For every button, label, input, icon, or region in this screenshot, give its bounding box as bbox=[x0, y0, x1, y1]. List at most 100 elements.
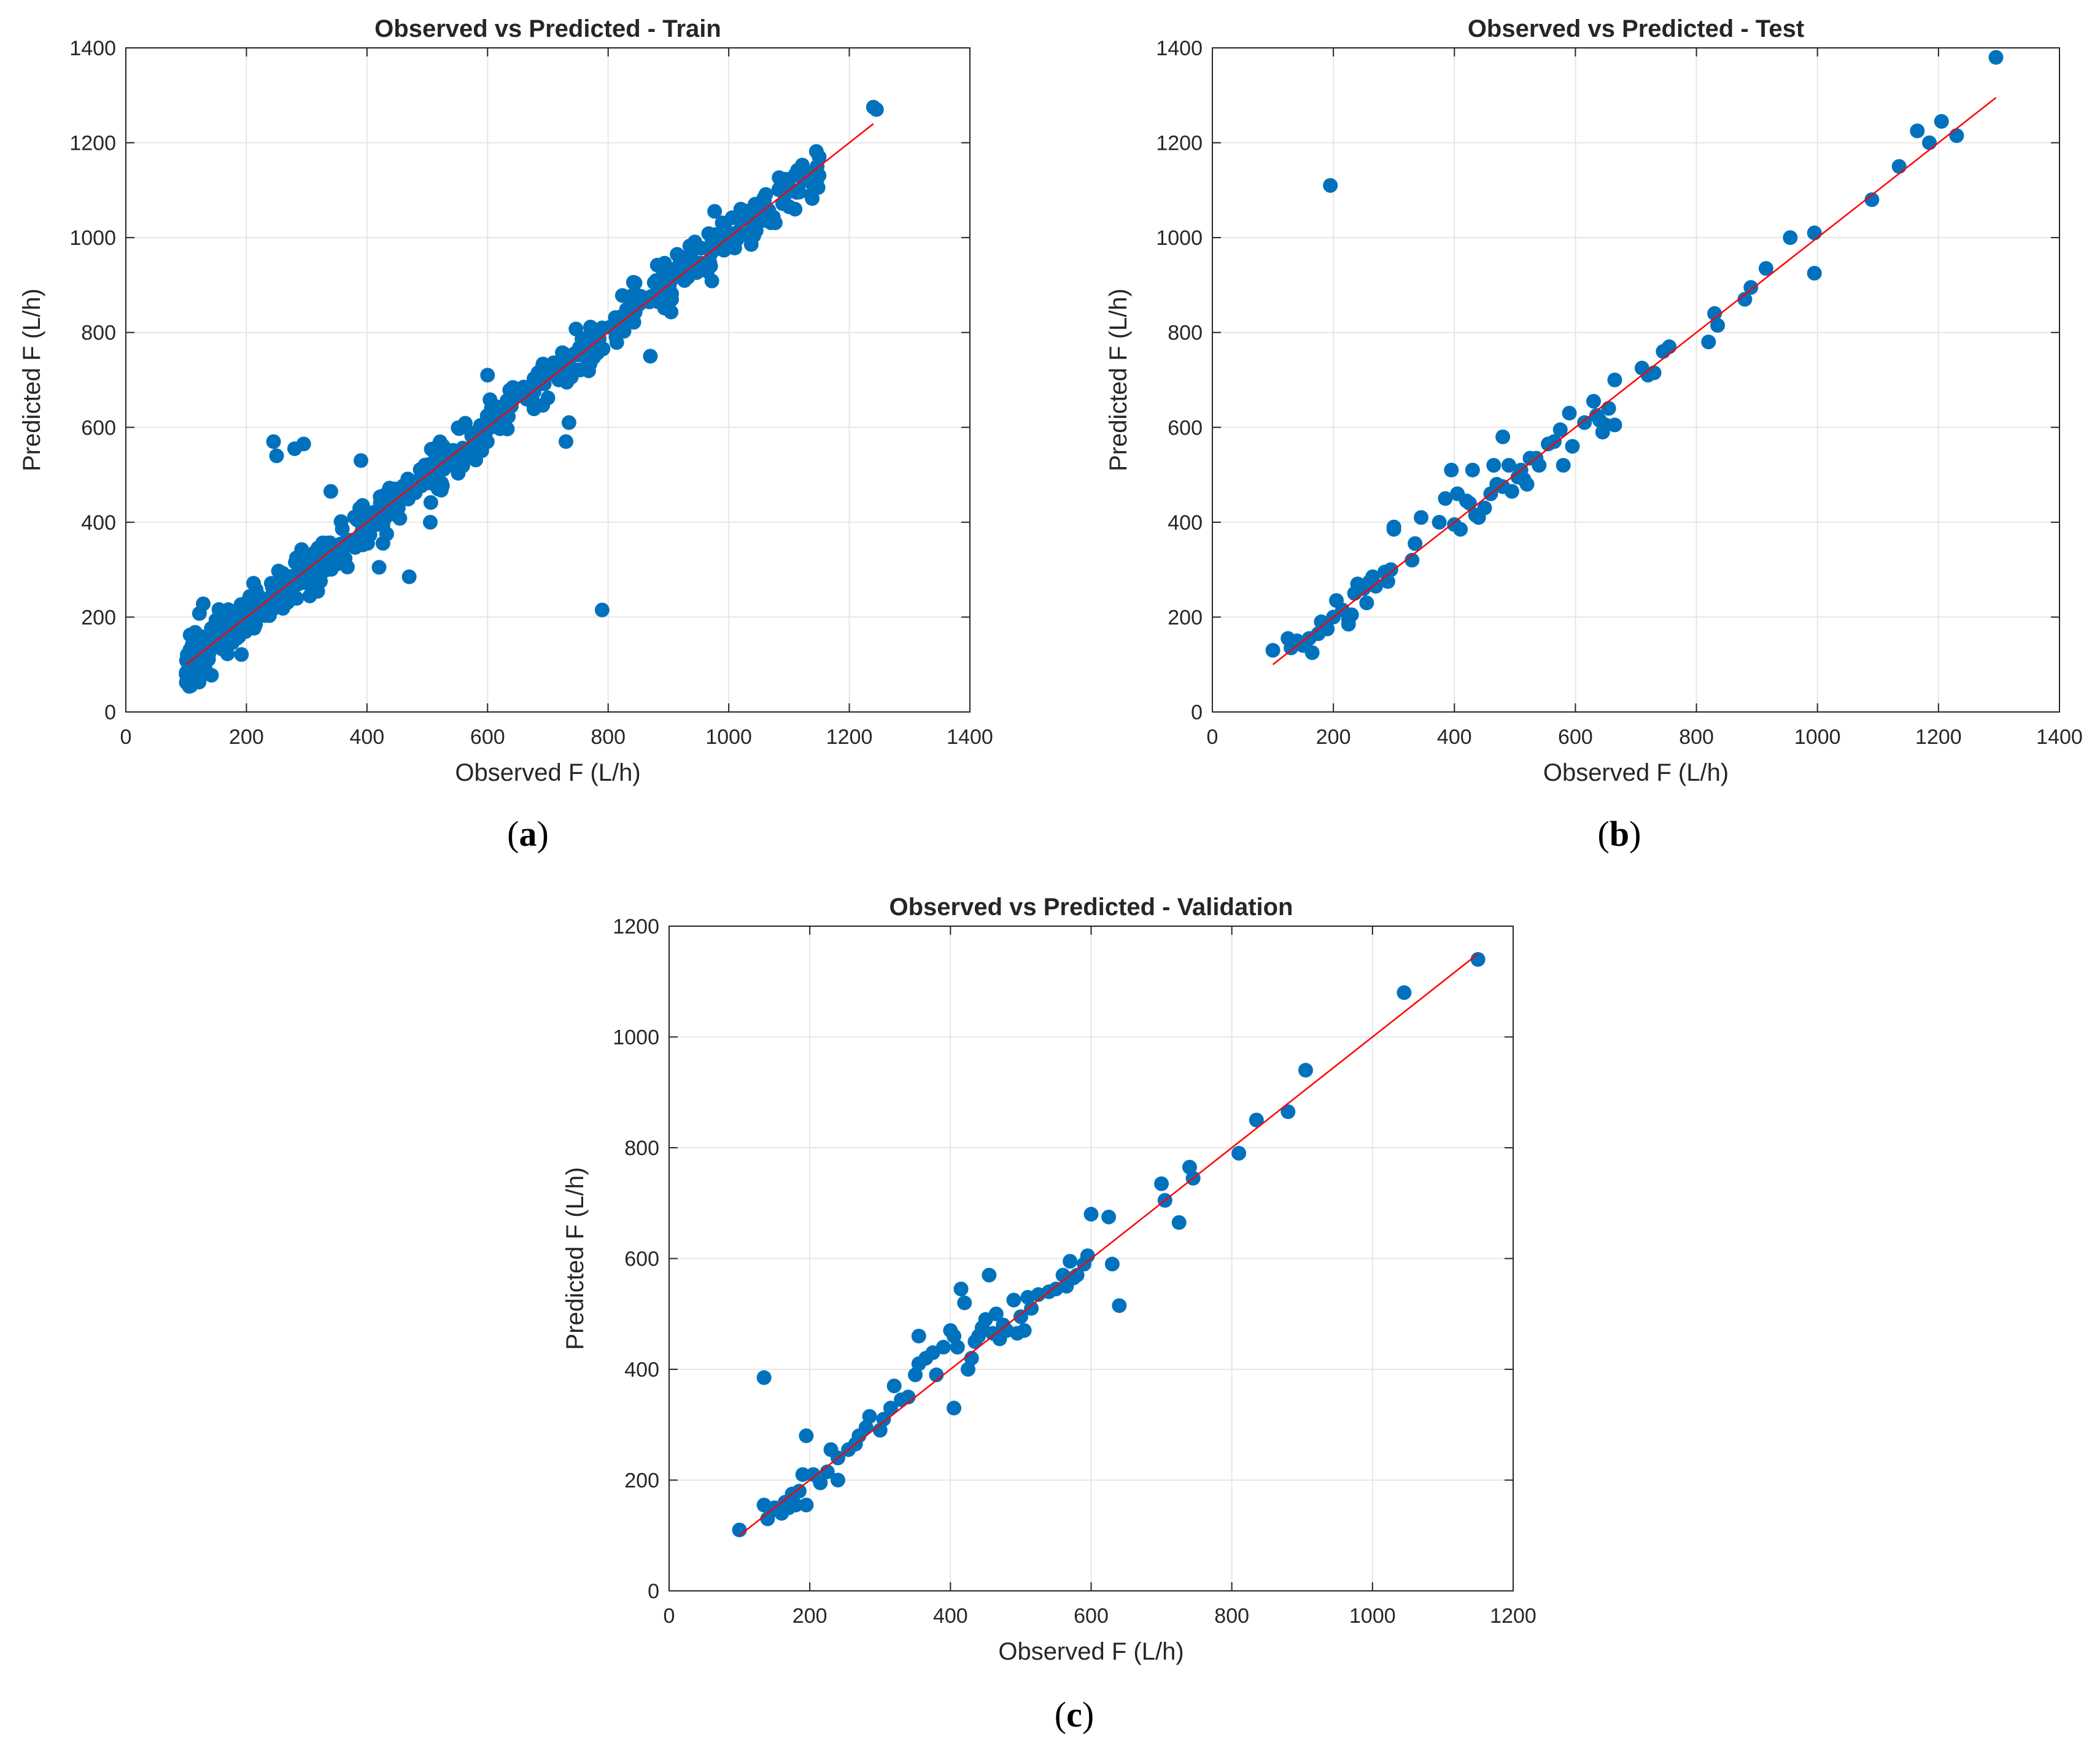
validation-ytick-label-3: 600 bbox=[624, 1248, 659, 1271]
validation-point-28 bbox=[883, 1401, 898, 1416]
validation-point-75 bbox=[1104, 1256, 1120, 1272]
test-point-88 bbox=[1891, 159, 1907, 174]
train-point-570 bbox=[315, 535, 330, 551]
test-point-92 bbox=[1949, 128, 1964, 143]
validation-xtick-label-0: 0 bbox=[664, 1604, 675, 1628]
validation-ytick-label-6: 1200 bbox=[613, 915, 659, 938]
chart-validation-svg: 0 200 400 600 800 1000 1200 0 200 400 600 800 1000 12… bbox=[562, 894, 1536, 1665]
train-point-452 bbox=[336, 535, 351, 551]
train-point-586 bbox=[286, 588, 301, 603]
train-point-435 bbox=[682, 238, 697, 253]
test-point-31 bbox=[1414, 510, 1429, 525]
train-xtick-label-7: 1400 bbox=[947, 725, 993, 749]
caption-a: (a) bbox=[507, 814, 549, 854]
validation-point-11 bbox=[791, 1483, 807, 1499]
validation-point-41 bbox=[947, 1328, 962, 1344]
test-axes-box bbox=[1212, 47, 2060, 713]
train-chart-title: Observed vs Predicted - Train bbox=[374, 15, 721, 42]
train-point-340 bbox=[424, 441, 439, 457]
train-ytick-label-6: 1200 bbox=[69, 132, 116, 155]
test-x-axis-label: Observed F (L/h) bbox=[1543, 759, 1729, 786]
validation-point-76 bbox=[1112, 1298, 1127, 1313]
train-point-634 bbox=[812, 149, 827, 164]
train-point-633 bbox=[869, 102, 884, 117]
train-point-508 bbox=[198, 662, 213, 678]
train-xtick-label-5: 1000 bbox=[705, 725, 752, 749]
test-y-axis-label: Predicted F (L/h) bbox=[1105, 288, 1132, 471]
validation-point-32 bbox=[908, 1367, 923, 1383]
test-xtick-label-0: 0 bbox=[1207, 725, 1219, 749]
validation-point-86 bbox=[1397, 985, 1412, 1000]
validation-point-87 bbox=[1470, 952, 1486, 967]
train-point-578 bbox=[393, 492, 409, 507]
validation-point-25 bbox=[862, 1409, 877, 1424]
validation-xtick-label-6: 1200 bbox=[1490, 1604, 1536, 1628]
test-point-16 bbox=[1344, 607, 1359, 622]
train-point-555 bbox=[707, 227, 723, 242]
validation-xtick-label-4: 800 bbox=[1214, 1604, 1249, 1628]
test-point-71 bbox=[1607, 373, 1622, 387]
validation-point-29 bbox=[886, 1379, 902, 1394]
test-point-87 bbox=[1864, 192, 1880, 207]
train-point-608 bbox=[580, 352, 595, 367]
validation-point-14 bbox=[799, 1428, 814, 1444]
validation-point-38 bbox=[936, 1339, 951, 1355]
test-xtick-label-2: 400 bbox=[1437, 725, 1472, 749]
validation-point-44 bbox=[957, 1295, 972, 1310]
train-point-303 bbox=[505, 380, 521, 395]
validation-chart-title: Observed vs Predicted - Validation bbox=[889, 894, 1293, 921]
test-xtick-label-3: 600 bbox=[1558, 725, 1593, 749]
train-point-629 bbox=[480, 368, 495, 383]
test-point-10 bbox=[1323, 178, 1338, 193]
train-point-552 bbox=[192, 675, 207, 690]
train-point-457 bbox=[704, 273, 719, 288]
validation-point-84 bbox=[1281, 1104, 1296, 1120]
train-point-433 bbox=[809, 172, 824, 187]
validation-point-82 bbox=[1231, 1146, 1247, 1161]
test-point-79 bbox=[1707, 306, 1722, 321]
train-point-479 bbox=[379, 527, 394, 542]
train-point-620 bbox=[266, 434, 281, 449]
validation-point-72 bbox=[1080, 1248, 1095, 1263]
validation-point-70 bbox=[1069, 1267, 1085, 1283]
train-ytick-label-4: 800 bbox=[81, 322, 116, 345]
train-point-636 bbox=[788, 201, 803, 217]
train-point-621 bbox=[269, 448, 284, 463]
train-point-628 bbox=[558, 434, 573, 449]
train-point-548 bbox=[789, 185, 804, 200]
train-point-554 bbox=[355, 537, 371, 552]
caption-b: (b) bbox=[1597, 814, 1641, 854]
test-point-50 bbox=[1504, 484, 1519, 499]
chart-train-svg: 0 200 400 600 800 1000 1200 1400 0 200 400 600 800 10… bbox=[18, 15, 993, 786]
train-point-626 bbox=[371, 560, 387, 575]
test-point-93 bbox=[1988, 50, 2004, 65]
validation-point-68 bbox=[1063, 1254, 1078, 1269]
test-point-20 bbox=[1359, 595, 1374, 611]
train-point-473 bbox=[572, 362, 587, 377]
train-x-axis-label: Observed F (L/h) bbox=[455, 759, 640, 786]
test-xtick-label-6: 1200 bbox=[1915, 725, 1962, 749]
test-point-85 bbox=[1807, 225, 1822, 241]
train-point-566 bbox=[351, 511, 366, 527]
test-xtick-label-1: 200 bbox=[1316, 725, 1351, 749]
train-point-253 bbox=[609, 335, 624, 350]
train-point-627 bbox=[643, 349, 658, 364]
train-point-615 bbox=[435, 438, 451, 454]
train-point-624 bbox=[594, 602, 610, 617]
validation-point-80 bbox=[1182, 1159, 1197, 1175]
train-point-606 bbox=[322, 547, 337, 563]
train-point-607 bbox=[763, 215, 778, 230]
train-point-373 bbox=[492, 421, 508, 436]
test-point-48 bbox=[1495, 429, 1511, 444]
train-point-601 bbox=[535, 357, 551, 372]
test-point-86 bbox=[1807, 266, 1822, 281]
chart-train: 0 200 400 600 800 1000 1200 1400 0 200 400 600 800 10… bbox=[0, 0, 1044, 810]
test-fit-line bbox=[1272, 97, 1997, 665]
validation-point-20 bbox=[831, 1472, 845, 1488]
train-xtick-label-4: 800 bbox=[591, 725, 626, 749]
test-point-89 bbox=[1910, 123, 1925, 139]
validation-point-79 bbox=[1171, 1215, 1187, 1230]
train-ytick-label-5: 1000 bbox=[69, 226, 116, 250]
test-point-28 bbox=[1386, 522, 1401, 537]
validation-xtick-label-2: 400 bbox=[933, 1604, 968, 1628]
